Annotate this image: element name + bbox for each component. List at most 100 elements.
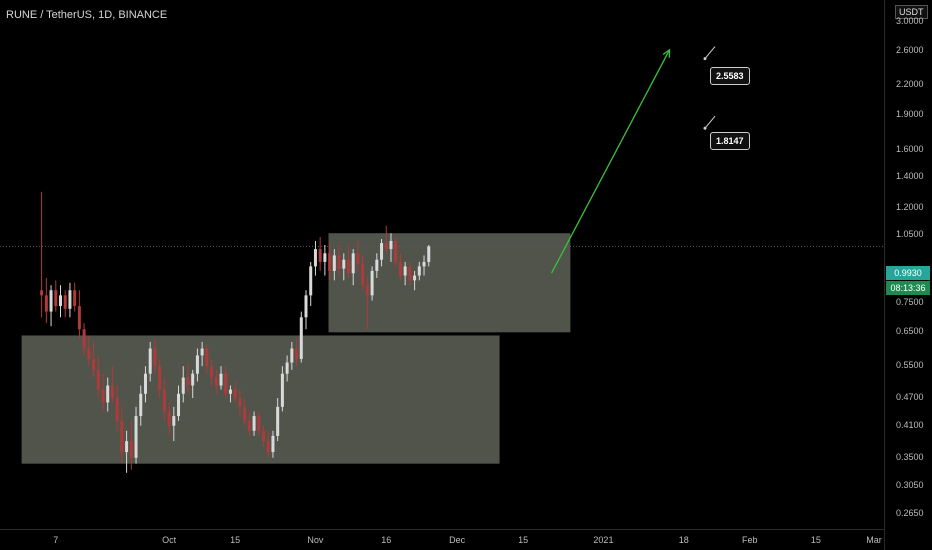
candle-body xyxy=(262,430,266,442)
candle-body xyxy=(205,348,209,367)
price-tick-label: 0.5500 xyxy=(896,360,924,371)
candle-body xyxy=(143,373,147,394)
candle-body xyxy=(148,348,152,374)
candle-body xyxy=(110,385,114,399)
price-tick-label: 3.0000 xyxy=(896,16,924,27)
price-note-pointer xyxy=(704,115,716,129)
candle-body xyxy=(427,246,431,262)
candle-body xyxy=(125,441,129,453)
candle-body xyxy=(77,306,81,330)
candle-body xyxy=(233,389,237,399)
candle-body xyxy=(82,329,86,349)
candle-body xyxy=(101,389,105,403)
candle-body xyxy=(172,416,176,426)
candle-body xyxy=(195,355,199,374)
candle-body xyxy=(332,255,336,271)
candle-body xyxy=(375,259,379,271)
price-tick-label: 1.0500 xyxy=(896,229,924,240)
price-note-callout[interactable]: 2.5583 xyxy=(710,67,750,85)
candle-body xyxy=(162,389,166,412)
time-tick-label: 7 xyxy=(53,535,59,545)
candle-body xyxy=(398,261,402,276)
price-note-callout[interactable]: 1.8147 xyxy=(710,132,750,150)
candle-body xyxy=(158,366,162,390)
candle-body xyxy=(290,348,294,363)
time-tick-label: Mar xyxy=(866,535,882,545)
candle-body xyxy=(243,406,247,421)
candle-body xyxy=(106,385,110,403)
candle-body xyxy=(96,369,100,390)
time-tick-label: Dec xyxy=(449,535,466,545)
candle-body xyxy=(309,266,313,296)
candle-body xyxy=(299,317,303,359)
price-axis-divider xyxy=(884,0,885,550)
candle-body xyxy=(247,420,251,431)
candle-body xyxy=(422,261,426,267)
zone-rectangle xyxy=(21,335,500,464)
price-tick-label: 1.4000 xyxy=(896,170,924,181)
zone-rectangle xyxy=(328,233,571,333)
candle-body xyxy=(318,249,322,262)
candle-body xyxy=(280,373,284,407)
price-tick-label: 0.4700 xyxy=(896,392,924,403)
time-tick-label: 2021 xyxy=(593,535,614,545)
symbol-header: RUNE / TetherUS, 1D, BINANCE xyxy=(6,9,167,21)
price-tick-label: 1.9000 xyxy=(896,108,924,119)
candle-body xyxy=(313,249,317,267)
candle-body xyxy=(361,264,365,286)
candle-body xyxy=(167,411,171,426)
candle-body xyxy=(115,398,119,421)
currency-label[interactable]: USDT xyxy=(895,5,928,19)
price-note-pointer xyxy=(704,46,716,59)
candle-body xyxy=(304,295,308,318)
candle-body xyxy=(337,255,341,269)
price-tick-label: 0.4100 xyxy=(896,419,924,430)
candle-body xyxy=(200,348,204,356)
candle-body xyxy=(257,416,261,431)
candle-body xyxy=(228,389,232,394)
candle-body xyxy=(408,266,412,281)
candle-body xyxy=(380,242,384,260)
candle-body xyxy=(394,240,398,262)
candle-body xyxy=(403,266,407,276)
candle-body xyxy=(285,362,289,374)
candle-body xyxy=(214,377,218,386)
candle-body xyxy=(417,266,421,276)
candle-body xyxy=(365,285,369,296)
candle-body xyxy=(276,406,280,436)
candle-body xyxy=(323,253,327,262)
time-tick-label: 15 xyxy=(230,535,241,545)
exchange-label: BINANCE xyxy=(118,9,168,21)
price-tick-label: 0.3500 xyxy=(896,451,924,462)
time-axis-divider xyxy=(0,529,884,530)
countdown-badge: 08:13:36 xyxy=(886,281,930,295)
price-tick-label: 0.3050 xyxy=(896,479,924,490)
projection-arrow xyxy=(550,49,671,274)
candle-body xyxy=(295,348,299,359)
candle-body xyxy=(389,240,393,250)
header-separator: , xyxy=(112,9,119,21)
candle-body xyxy=(40,290,44,296)
candle-body xyxy=(177,393,181,417)
candle-body xyxy=(63,295,67,309)
candle-body xyxy=(266,441,270,453)
candle-body xyxy=(186,377,190,386)
price-tick-label: 2.2000 xyxy=(896,79,924,90)
candle-body xyxy=(153,348,157,367)
candle-body xyxy=(238,398,242,407)
candle-body xyxy=(356,253,360,265)
candle-body xyxy=(120,420,124,453)
candle-body xyxy=(92,358,96,370)
candle-body xyxy=(384,242,388,250)
candle-body xyxy=(413,275,417,281)
price-tick-label: 2.6000 xyxy=(896,45,924,56)
candle-body xyxy=(271,435,275,453)
candle-body xyxy=(219,373,223,386)
candle-body xyxy=(181,377,185,394)
candle-body xyxy=(346,259,350,274)
current-price-badge: 0.9930 xyxy=(886,266,930,280)
candle-body xyxy=(44,295,48,312)
candle-body xyxy=(224,373,228,394)
